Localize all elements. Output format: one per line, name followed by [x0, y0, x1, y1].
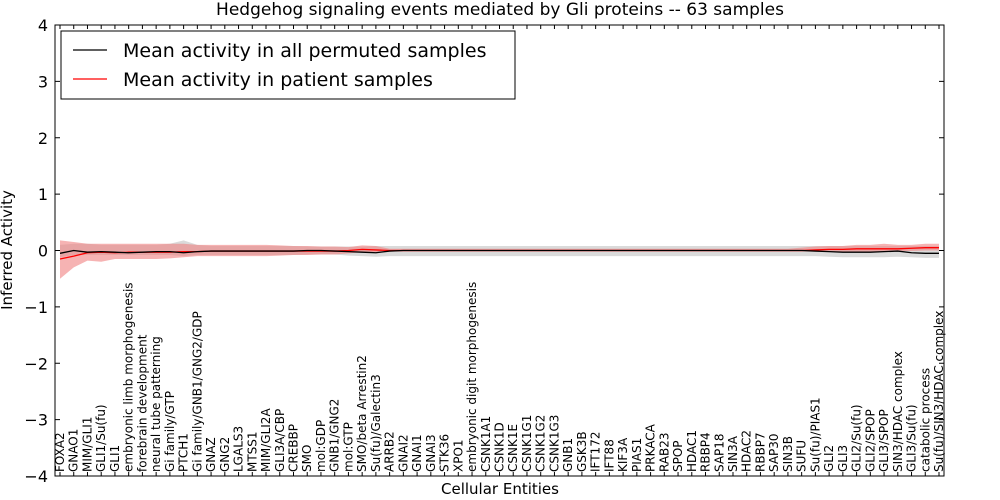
- x-tick-label: CSNK1G3: [547, 415, 561, 472]
- y-tick-label: −4: [24, 467, 48, 486]
- x-tick-label: Su(fu)/SIN3/HDAC complex: [932, 311, 946, 472]
- x-axis-label: Cellular Entities: [441, 480, 559, 498]
- x-tick-label: GNAI2: [396, 434, 410, 472]
- y-tick-label: −3: [24, 411, 48, 430]
- x-tick-label: GLI2: [822, 445, 836, 472]
- x-tick-label: GLI2/SPOP: [863, 409, 877, 472]
- x-tick-label: ARRB2: [383, 431, 397, 472]
- x-tick-label: MIM/GLI1: [80, 417, 94, 472]
- x-tick-label: GNAZ: [204, 437, 218, 472]
- y-tick-label: 2: [38, 129, 48, 148]
- x-tick-label: GNB1: [561, 438, 575, 472]
- x-tick-label: GNB1/GNG2: [328, 399, 342, 472]
- legend-label-permuted: Mean activity in all permuted samples: [123, 40, 486, 62]
- x-tick-label: Gi family/GNB1/GNG2/GDP: [190, 311, 204, 472]
- x-tick-label: GLI2/Su(fu): [850, 404, 864, 472]
- x-tick-label: forebrain development: [135, 334, 149, 472]
- x-tick-label: SUFU: [795, 440, 809, 472]
- x-tick-label: mol:GDP: [314, 420, 328, 472]
- x-tick-label: CSNK1G1: [520, 415, 534, 472]
- legend-box: [60, 30, 516, 100]
- x-tick-label: RAB23: [657, 432, 671, 472]
- x-tick-label: IFT88: [602, 439, 616, 472]
- x-tick-label: neural tube patterning: [149, 336, 163, 472]
- x-tick-label: GLI3/Su(fu): [905, 404, 919, 472]
- x-tick-label: catabolic process: [918, 368, 932, 472]
- y-tick-label: 4: [38, 16, 48, 35]
- x-tick-label: SMO: [300, 445, 314, 472]
- x-tick-label: KIF3A: [616, 437, 630, 472]
- x-tick-label: PIAS1: [630, 438, 644, 472]
- x-tick-label: GLI3A/CBP: [273, 409, 287, 472]
- x-tick-label: SIN3/HDAC complex: [891, 351, 905, 472]
- x-tick-label: GNAI3: [424, 434, 438, 472]
- x-tick-label: GLI1: [108, 445, 122, 472]
- x-tick-label: SIN3B: [781, 436, 795, 472]
- x-tick-label: CSNK1G2: [534, 415, 548, 472]
- series-line-permuted: [59, 249, 939, 254]
- chart-title: Hedgehog signaling events mediated by Gl…: [216, 0, 784, 20]
- x-tick-label: XPO1: [451, 439, 465, 472]
- x-tick-label: GLI3: [836, 445, 850, 472]
- x-tick-label: RBBP4: [699, 432, 713, 472]
- x-tick-label: GNG2: [218, 437, 232, 472]
- x-tick-label: SPOP: [671, 440, 685, 472]
- x-tick-label: PRKACA: [644, 423, 658, 472]
- x-tick-label: SAP30: [767, 433, 781, 472]
- x-tick-label: CSNK1D: [493, 422, 507, 472]
- x-tick-label: MIM/GLI2A: [259, 408, 273, 472]
- x-tick-label: mol:GTP: [341, 422, 355, 472]
- x-tick-label: MTSS1: [245, 431, 259, 472]
- x-tick-label: embryonic limb morphogenesis: [122, 282, 136, 472]
- x-tick-label: CSNK1A1: [479, 416, 493, 472]
- y-axis-label: Inferred Activity: [0, 190, 16, 310]
- x-tick-label: PTCH1: [177, 433, 191, 472]
- x-tick-label: LGALS3: [232, 426, 246, 472]
- x-tick-label: HDAC2: [740, 430, 754, 472]
- x-tick-label: GLI1/Su(fu): [94, 404, 108, 472]
- x-tick-label: GNAI1: [410, 434, 424, 472]
- x-tick-label: Su(fu)/PIAS1: [808, 397, 822, 472]
- x-tick-label: FOXA2: [53, 432, 67, 472]
- y-tick-label: −1: [24, 298, 48, 317]
- y-tick-label: 1: [38, 185, 48, 204]
- x-tick-label: GLI3/SPOP: [877, 409, 891, 472]
- x-tick-label: GNAO1: [67, 429, 81, 472]
- x-tick-label: Su(fu)/Galectin3: [369, 374, 383, 472]
- x-tick-label: embryonic digit morphogenesis: [465, 282, 479, 472]
- legend: Mean activity in all permuted samples Me…: [60, 30, 516, 100]
- x-tick-label: IFT172: [589, 432, 603, 472]
- x-tick-label: CREBBP: [286, 424, 300, 472]
- y-tick-label: 3: [38, 72, 48, 91]
- y-tick-label: −2: [24, 354, 48, 373]
- x-tick-label: GSK3B: [575, 431, 589, 472]
- x-tick-label: HDAC1: [685, 430, 699, 472]
- x-tick-label: SAP18: [712, 433, 726, 472]
- x-tick-label: RBBP7: [753, 432, 767, 472]
- y-tick-label: 0: [38, 242, 48, 261]
- x-tick-label: CSNK1E: [506, 424, 520, 472]
- x-tick-label: SIN3A: [726, 435, 740, 472]
- x-tick-label: STK36: [438, 434, 452, 472]
- x-tick-label: SMO/beta Arrestin2: [355, 355, 369, 472]
- x-tick-label: Gi family/GTP: [163, 391, 177, 472]
- legend-label-patient: Mean activity in patient samples: [123, 69, 433, 91]
